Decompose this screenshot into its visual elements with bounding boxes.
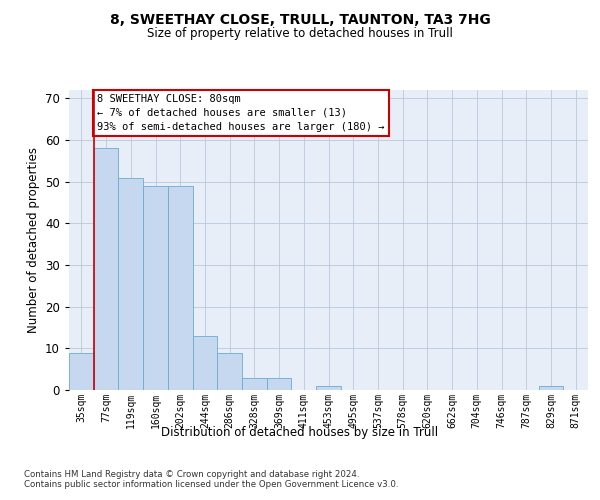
Y-axis label: Number of detached properties: Number of detached properties [26,147,40,333]
Text: 8, SWEETHAY CLOSE, TRULL, TAUNTON, TA3 7HG: 8, SWEETHAY CLOSE, TRULL, TAUNTON, TA3 7… [110,12,490,26]
Bar [316,386,341,390]
Bar [193,336,217,390]
Bar [267,378,292,390]
Bar [94,148,118,390]
Text: Contains HM Land Registry data © Crown copyright and database right 2024.
Contai: Contains HM Land Registry data © Crown c… [24,470,398,490]
Bar [118,178,143,390]
Bar [539,386,563,390]
Bar [217,352,242,390]
Text: 8 SWEETHAY CLOSE: 80sqm
← 7% of detached houses are smaller (13)
93% of semi-det: 8 SWEETHAY CLOSE: 80sqm ← 7% of detached… [97,94,385,132]
Text: Distribution of detached houses by size in Trull: Distribution of detached houses by size … [161,426,439,439]
Bar [242,378,267,390]
Bar [143,186,168,390]
Bar [69,352,94,390]
Text: Size of property relative to detached houses in Trull: Size of property relative to detached ho… [147,28,453,40]
Bar [168,186,193,390]
